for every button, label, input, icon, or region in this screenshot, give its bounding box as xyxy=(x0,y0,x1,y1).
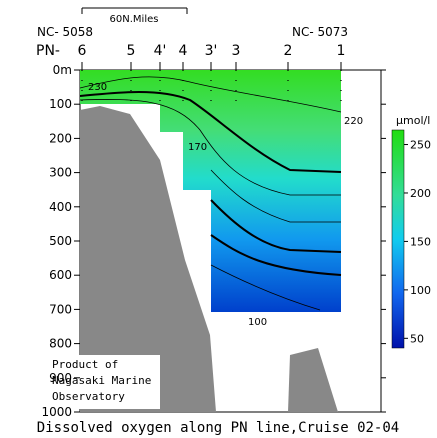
station-label: 5 xyxy=(127,43,136,59)
caption: Dissolved oxygen along PN line,Cruise 02… xyxy=(37,420,399,436)
credit: Product of xyxy=(52,358,118,371)
credit: Nagasaki Marine xyxy=(52,374,151,387)
station-prefix: PN- xyxy=(36,43,60,59)
contour-label: 220 xyxy=(344,116,363,127)
station-label: 4 xyxy=(179,43,188,59)
y-tick-label: 800 xyxy=(49,337,72,351)
colorbar-tick-label: 100 xyxy=(410,284,431,297)
oxygen-field xyxy=(80,70,341,312)
station-label: 3' xyxy=(205,43,218,59)
topography xyxy=(80,106,216,412)
credit: Observatory xyxy=(52,390,125,403)
y-tick-label: 200 xyxy=(49,131,72,145)
y-tick-label: 700 xyxy=(49,302,72,316)
topography xyxy=(288,348,338,412)
credit-box xyxy=(47,355,160,409)
station-label: 4' xyxy=(154,43,167,59)
station-id: NC- 5058 xyxy=(37,25,93,39)
y-tick-label: 100 xyxy=(49,97,72,111)
contour xyxy=(210,199,342,253)
y-tick-label: 600 xyxy=(49,268,72,282)
station-label: 3 xyxy=(232,43,241,59)
colorbar-tick-label: 150 xyxy=(410,235,431,248)
station-label: 1 xyxy=(337,43,346,59)
station-id: NC- 5073 xyxy=(292,25,348,39)
colorbar xyxy=(391,129,405,349)
contour xyxy=(79,99,341,196)
contour xyxy=(79,91,342,173)
contour-label: 230 xyxy=(88,82,107,93)
contour xyxy=(210,264,321,311)
y-tick-label: 1000 xyxy=(41,405,72,419)
colorbar-unit: μmol/l xyxy=(396,114,430,127)
contour xyxy=(210,169,341,223)
contour-label: 170 xyxy=(188,142,207,153)
colorbar-tick-label: 200 xyxy=(410,187,431,200)
station-label: 6 xyxy=(78,43,87,59)
contour xyxy=(210,234,342,276)
contour-label: 100 xyxy=(248,317,267,328)
colorbar-tick-label: 50 xyxy=(410,332,424,345)
y-tick-label: 0m xyxy=(53,63,72,77)
y-tick-label: 400 xyxy=(49,200,72,214)
contour xyxy=(79,76,342,113)
y-tick-label: 500 xyxy=(49,234,72,248)
y-tick-label: 300 xyxy=(49,166,72,180)
colorbar-tick-label: 250 xyxy=(410,139,431,152)
y-tick-label: 900 xyxy=(49,371,72,385)
scale-label: 60N.Miles xyxy=(110,14,159,25)
station-label: 2 xyxy=(284,43,293,59)
